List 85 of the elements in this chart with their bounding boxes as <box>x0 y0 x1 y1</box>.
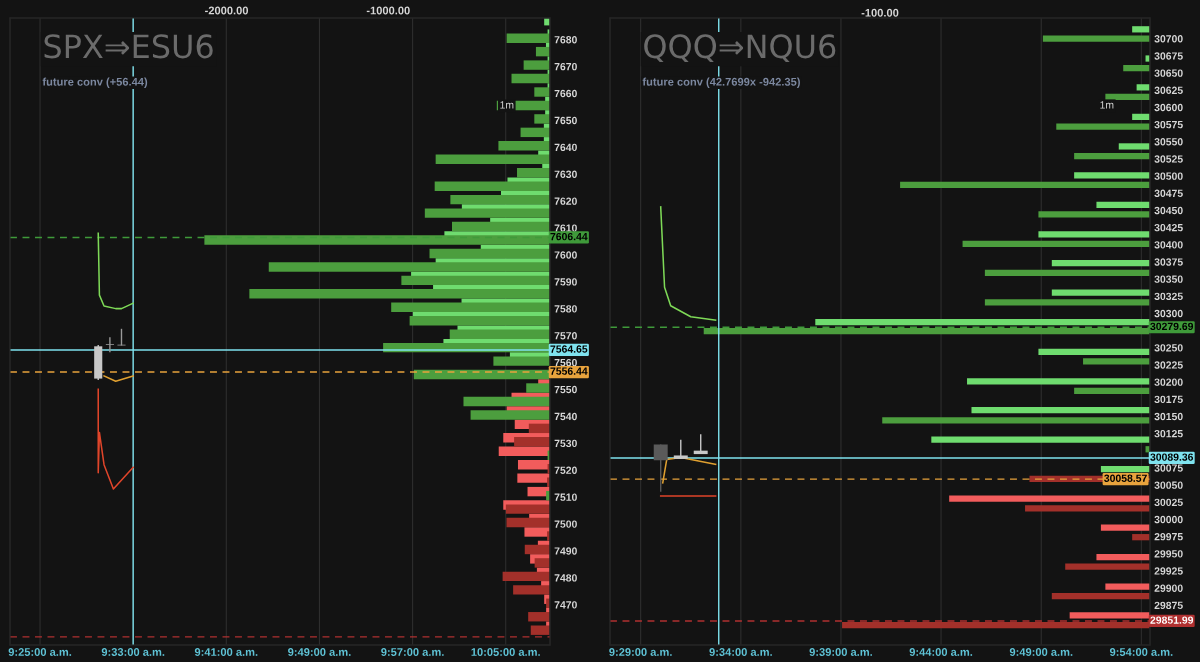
y-tick-label: 7490 <box>554 547 577 555</box>
y-tick-label: 30200 <box>1154 378 1183 386</box>
candlestick <box>653 443 668 493</box>
y-tick-label: 7590 <box>554 278 577 286</box>
x-tick-label: 9:54:00 a.m. <box>1109 648 1173 656</box>
y-tick-label: 7630 <box>554 170 577 178</box>
y-tick-label: 7470 <box>554 601 577 609</box>
y-tick-label: 30550 <box>1154 138 1183 146</box>
chart-title: SPX⇒ESU6 <box>44 34 213 59</box>
y-tick-label: 7620 <box>554 197 577 205</box>
x-tick-label: 9:49:00 a.m. <box>1009 648 1073 656</box>
y-tick-label: 30450 <box>1154 206 1183 215</box>
y-tick-label: 30225 <box>1154 361 1183 369</box>
y-tick-label: 30125 <box>1154 429 1183 438</box>
y-tick-label: 7510 <box>554 493 577 501</box>
y-tick-label: 7480 <box>554 574 577 582</box>
y-tick-label: 30525 <box>1154 155 1183 163</box>
y-tick-label: 7570 <box>554 332 577 340</box>
x-tick-label: -1000.00 <box>366 6 410 15</box>
x-tick-label: 9:34:00 a.m. <box>709 648 772 656</box>
y-tick-label: 30050 <box>1154 481 1183 489</box>
y-tick-label: 30350 <box>1154 275 1183 283</box>
y-tick-label: 30300 <box>1154 309 1183 318</box>
chart-title: QQQ⇒NQU6 <box>644 34 836 63</box>
y-tick-label: 7530 <box>554 439 577 448</box>
y-tick-label: 30575 <box>1154 120 1183 129</box>
x-tick-label: 9:33:00 a.m. <box>101 648 165 656</box>
y-tick-label: 7610 <box>554 224 577 232</box>
y-tick-label: 7600 <box>554 251 577 259</box>
y-tick-label: 7660 <box>554 89 577 98</box>
annotation: 1m <box>500 101 514 109</box>
y-tick-label: 29875 <box>1154 601 1183 610</box>
y-tick-label: 30000 <box>1154 515 1183 524</box>
y-tick-label: 30150 <box>1154 412 1183 421</box>
y-tick-label: 29950 <box>1154 550 1183 558</box>
x-tick-label: 9:57:00 a.m. <box>381 648 444 656</box>
y-tick-label: 30625 <box>1154 86 1183 94</box>
y-tick-label: 30675 <box>1154 52 1183 60</box>
y-tick-label: 30600 <box>1154 103 1183 112</box>
y-tick-label: 30650 <box>1154 69 1183 77</box>
x-tick-label: 9:41:00 a.m. <box>194 648 258 656</box>
y-tick-label: 7640 <box>554 143 577 152</box>
text: future conv (+56.44) <box>42 77 148 88</box>
y-tick-label: 7550 <box>554 385 577 394</box>
x-axis-title: -100.00 <box>861 8 899 17</box>
y-tick-label: 7680 <box>554 36 577 44</box>
y-tick-label: 30475 <box>1154 189 1183 198</box>
y-tick-label: 7670 <box>554 62 577 71</box>
y-tick-label: 30075 <box>1154 464 1183 472</box>
x-tick-label: 9:25:00 a.m. <box>8 648 72 656</box>
y-tick-label: 30375 <box>1154 258 1183 266</box>
ref-line-label: 7556.44 <box>550 367 588 375</box>
text: future conv (42.7699x -942.35) <box>642 77 800 88</box>
y-tick-label: 30025 <box>1154 498 1183 507</box>
candlestick <box>673 438 688 460</box>
x-tick-label: -2000.00 <box>205 6 249 15</box>
x-tick-label: 9:29:00 a.m. <box>609 648 672 656</box>
x-tick-label: 9:39:00 a.m. <box>809 648 872 656</box>
y-tick-label: 7520 <box>554 466 577 474</box>
ref-line-label: 7606.44 <box>550 232 588 241</box>
ref-line-label: 7564.65 <box>550 345 588 353</box>
y-tick-label: 30175 <box>1154 395 1183 404</box>
y-tick-label: 30425 <box>1154 223 1183 232</box>
y-tick-label: 7650 <box>554 116 577 125</box>
y-tick-label: 30325 <box>1154 292 1183 301</box>
y-tick-label: 7580 <box>554 305 577 313</box>
y-tick-label: 30400 <box>1154 241 1183 249</box>
ref-line-label: 30058.57 <box>1104 474 1147 482</box>
x-tick-label: 10:05:00 a.m. <box>471 648 540 656</box>
y-tick-label: 29900 <box>1154 584 1183 592</box>
y-tick-label: 7560 <box>554 358 577 367</box>
y-tick-label: 30500 <box>1154 172 1183 180</box>
x-tick-label: 9:49:00 a.m. <box>288 648 351 656</box>
y-tick-label: 29975 <box>1154 532 1183 541</box>
ref-line-label: 29851.99 <box>1150 616 1194 624</box>
y-tick-label: 7540 <box>554 412 577 421</box>
ref-line-label: 30279.69 <box>1150 322 1194 331</box>
y-tick-label: 30250 <box>1154 344 1183 352</box>
y-tick-label: 7500 <box>554 520 577 528</box>
candlestick <box>105 336 114 353</box>
y-tick-label: 29925 <box>1154 567 1183 575</box>
ref-line-label: 30089.36 <box>1150 453 1194 461</box>
x-tick-label: 9:44:00 a.m. <box>909 648 973 656</box>
annotation: 1m <box>1100 101 1114 109</box>
y-tick-label: 30700 <box>1154 35 1183 43</box>
